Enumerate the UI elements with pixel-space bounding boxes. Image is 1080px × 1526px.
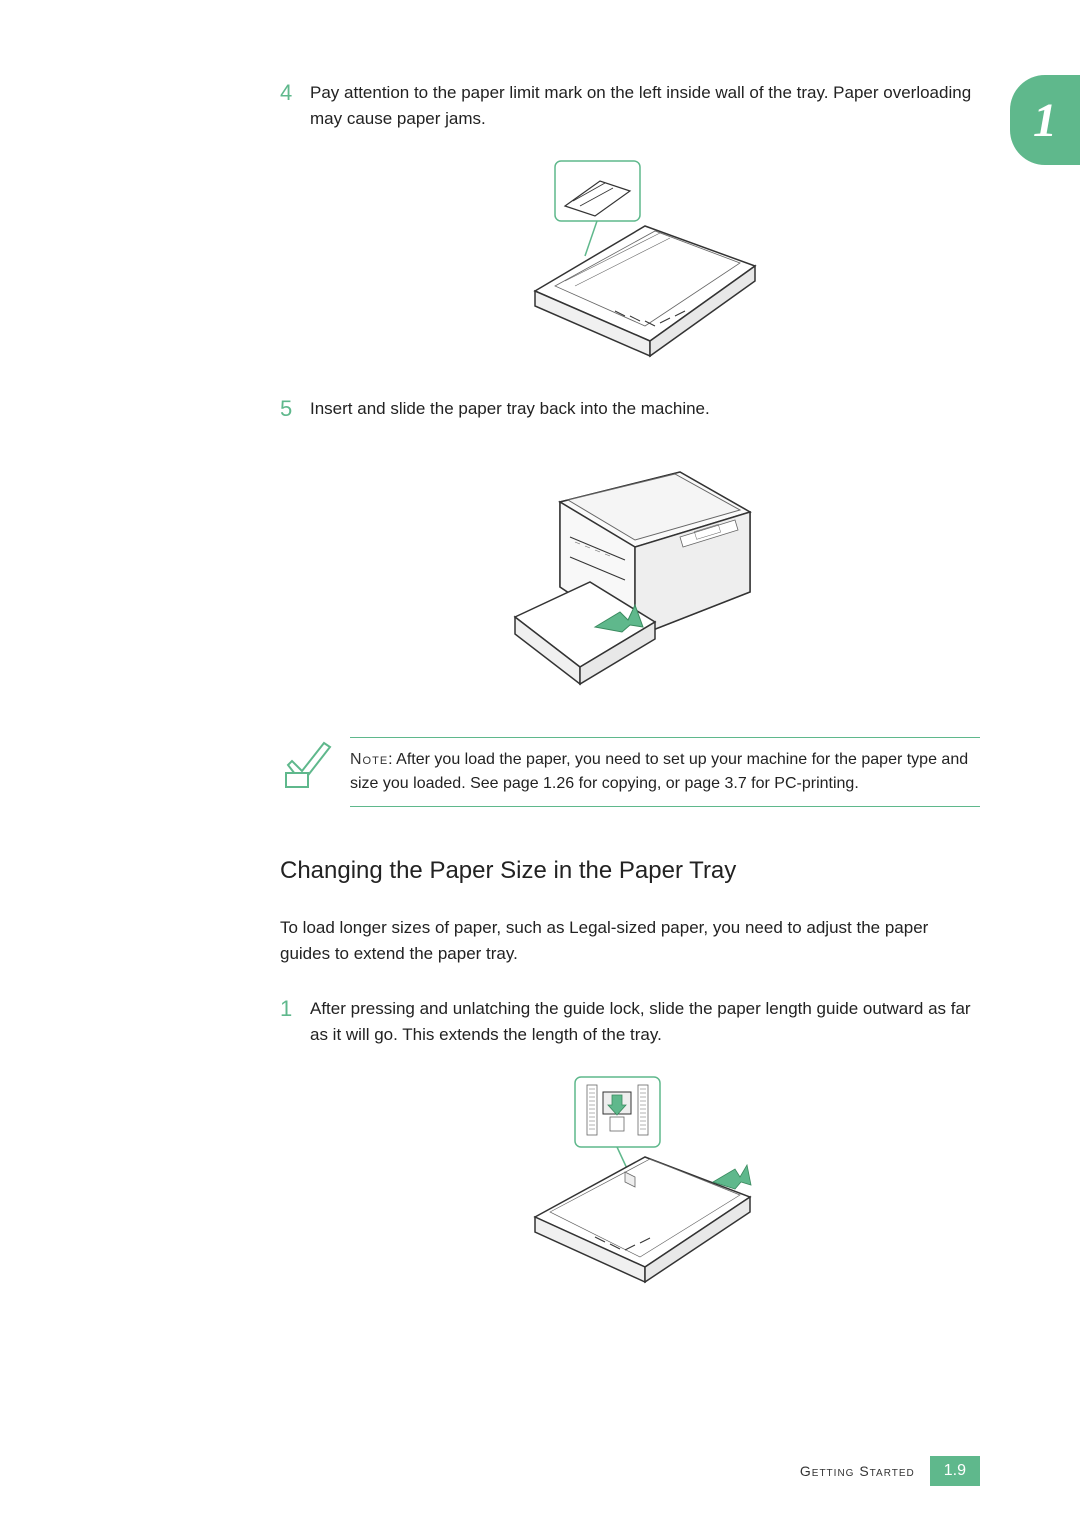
note-label: Note [350,751,388,768]
page-content: 4 Pay attention to the paper limit mark … [0,0,1080,1362]
step-text: Insert and slide the paper tray back int… [310,396,710,422]
note-text: Note: After you load the paper, you need… [350,751,968,792]
step-text: Pay attention to the paper limit mark on… [310,80,980,131]
note-content: Note: After you load the paper, you need… [350,737,980,807]
step-text: After pressing and unlatching the guide … [310,996,980,1047]
subsection-title: Changing the Paper Size in the Paper Tra… [280,857,980,885]
checkmark-icon [280,737,340,797]
step-5: 5 Insert and slide the paper tray back i… [280,396,980,707]
step-number: 5 [280,396,310,422]
illustration-tray-detail [280,151,980,366]
step-4: 4 Pay attention to the paper limit mark … [280,80,980,366]
note-block: Note: After you load the paper, you need… [280,737,980,807]
illustration-tray-guide [280,1067,980,1292]
footer-section: Getting Started [800,1463,915,1479]
footer-page-number: 1.9 [930,1456,980,1486]
step-1-subsection: 1 After pressing and unlatching the guid… [280,996,980,1292]
step-number: 4 [280,80,310,106]
page-footer: Getting Started 1.9 [800,1456,980,1486]
step-number: 1 [280,996,310,1022]
subsection-intro: To load longer sizes of paper, such as L… [280,915,980,966]
illustration-printer [280,442,980,707]
